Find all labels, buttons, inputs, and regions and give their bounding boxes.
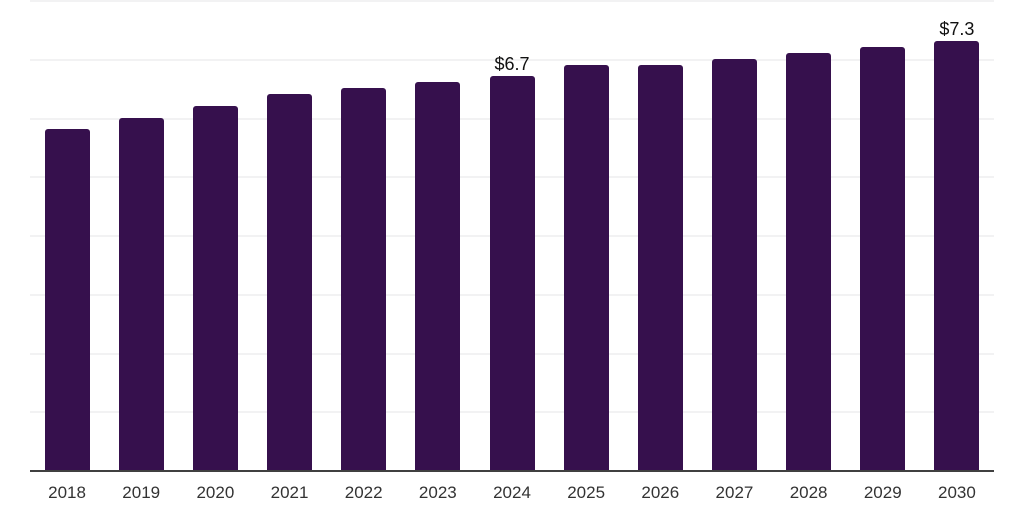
bar-2023 xyxy=(415,82,461,470)
bar-2029 xyxy=(860,47,906,470)
bar-2028 xyxy=(786,52,832,470)
x-tick-label-2024: 2024 xyxy=(493,483,531,502)
data-label-2024: $6.7 xyxy=(494,54,530,75)
x-tick-label-2030: 2030 xyxy=(938,483,976,502)
x-tick-label-2028: 2028 xyxy=(789,483,828,502)
x-tick-label-2027: 2027 xyxy=(715,483,754,502)
x-tick-label-2018: 2018 xyxy=(48,483,86,502)
bar-2027 xyxy=(711,58,757,470)
x-tick-label-2022: 2022 xyxy=(344,483,383,502)
x-tick-label-2019: 2019 xyxy=(122,483,161,502)
x-tick-label-2029: 2029 xyxy=(863,483,902,502)
bar-2030 xyxy=(934,41,980,470)
bar-2026 xyxy=(637,64,683,470)
x-tick-label-2025: 2025 xyxy=(567,483,606,502)
plot-area: $6.7 $7.3 xyxy=(30,0,994,470)
bar-2025 xyxy=(563,64,609,470)
x-tick-label-2023: 2023 xyxy=(418,483,457,502)
x-tick-label-2026: 2026 xyxy=(641,483,680,502)
bar-2019 xyxy=(118,117,164,470)
bar-2020 xyxy=(192,105,238,470)
bar-2018 xyxy=(44,129,90,470)
gridline xyxy=(30,0,994,2)
x-tick-label-2020: 2020 xyxy=(196,483,235,502)
bar-2021 xyxy=(267,94,313,470)
x-axis-line xyxy=(30,470,994,472)
bar-2024 xyxy=(489,76,535,470)
gridline xyxy=(30,58,994,61)
bar-2022 xyxy=(341,88,387,470)
data-label-2030: $7.3 xyxy=(939,19,975,40)
x-tick-label-2021: 2021 xyxy=(270,483,309,502)
